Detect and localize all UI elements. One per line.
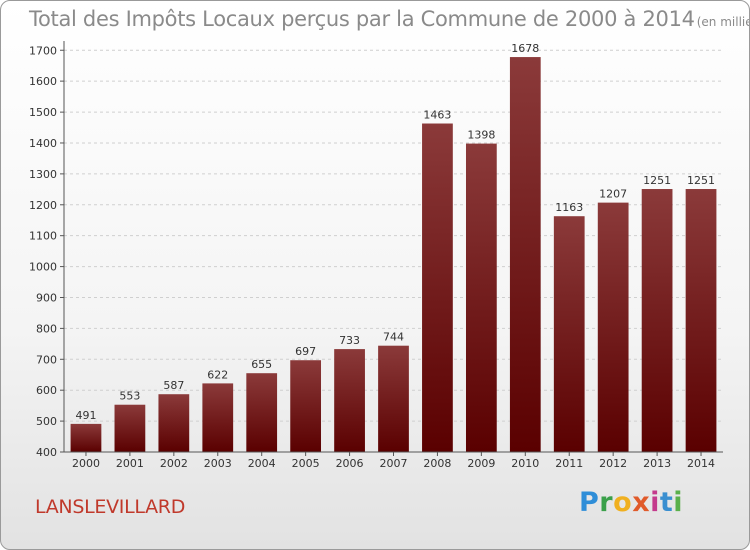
commune-name: LANSLEVILLARD [35, 496, 186, 518]
y-tick-label: 1300 [29, 168, 57, 181]
logo-letter: i [650, 487, 660, 518]
logo-letter: x [632, 487, 651, 518]
logo-letter: r [599, 487, 614, 518]
logo-letter: i [673, 487, 684, 518]
y-tick-label: 600 [36, 384, 57, 397]
bar [465, 143, 497, 452]
bar [70, 423, 102, 452]
logo-letter: P [579, 487, 600, 518]
y-tick-label: 1200 [29, 199, 57, 212]
bar-value-label: 1251 [687, 174, 715, 187]
x-tick-label: 2010 [511, 457, 539, 470]
x-tick-label: 2000 [72, 457, 100, 470]
x-tick-label: 2013 [643, 457, 671, 470]
x-tick-label: 2006 [336, 457, 364, 470]
bar [422, 123, 453, 452]
bar-value-label: 1207 [599, 188, 627, 201]
x-tick-label: 2007 [380, 457, 408, 470]
x-tick-label: 2004 [248, 457, 276, 470]
x-tick-label: 2008 [423, 457, 451, 470]
bar-value-label: 655 [251, 358, 272, 371]
bar [290, 360, 322, 452]
bar-value-label: 1163 [555, 201, 583, 214]
x-tick-label: 2003 [204, 457, 232, 470]
bar [202, 383, 234, 452]
proxiti-logo[interactable]: Proxiti [579, 487, 683, 518]
logo-letter: t [659, 487, 674, 518]
y-tick-label: 1600 [29, 75, 57, 88]
bar-value-label: 1463 [423, 109, 451, 122]
y-tick-label: 500 [36, 415, 57, 428]
bar [246, 373, 278, 452]
bar [685, 189, 717, 453]
chart-unit: (en milliers d'€) [696, 15, 749, 29]
y-tick-label: 1500 [29, 106, 57, 119]
logo-letter: o [613, 487, 633, 518]
y-tick-label: 900 [36, 291, 57, 304]
bar [334, 349, 365, 452]
x-tick-label: 2012 [599, 457, 627, 470]
bar-value-label: 622 [207, 368, 228, 381]
bar [114, 404, 146, 452]
bar-value-label: 744 [383, 331, 404, 344]
bar-value-label: 733 [339, 334, 360, 347]
bar [158, 394, 190, 452]
bar-value-label: 697 [295, 345, 316, 358]
bar [641, 189, 673, 453]
bar [509, 57, 541, 452]
bar [597, 202, 629, 452]
bar-value-label: 1251 [643, 174, 671, 187]
bar-value-label: 491 [75, 409, 96, 422]
y-tick-label: 400 [36, 446, 57, 459]
y-tick-label: 800 [36, 322, 57, 335]
y-tick-label: 1100 [29, 230, 57, 243]
bar-chart: 491 553 587 622 655 697 733 744 1463 1398 1678 1163… [29, 41, 723, 470]
y-tick-label: 1700 [29, 44, 57, 57]
bar-value-label: 553 [119, 390, 140, 403]
x-tick-label: 2009 [467, 457, 495, 470]
chart-title: Total des Impôts Locaux perçus par la Co… [29, 7, 695, 31]
bar-value-label: 587 [163, 379, 184, 392]
x-tick-label: 2005 [292, 457, 320, 470]
title-row: Total des Impôts Locaux perçus par la Co… [29, 7, 749, 31]
bar [378, 345, 409, 452]
y-tick-label: 700 [36, 353, 57, 366]
x-tick-label: 2014 [687, 457, 715, 470]
x-tick-label: 2002 [160, 457, 188, 470]
x-tick-label: 2011 [555, 457, 583, 470]
bar-value-label: 1678 [511, 42, 539, 55]
bar-value-label: 1398 [467, 129, 495, 142]
bar [553, 216, 585, 452]
y-tick-label: 1000 [29, 261, 57, 274]
y-tick-label: 1400 [29, 137, 57, 150]
x-tick-label: 2001 [116, 457, 144, 470]
